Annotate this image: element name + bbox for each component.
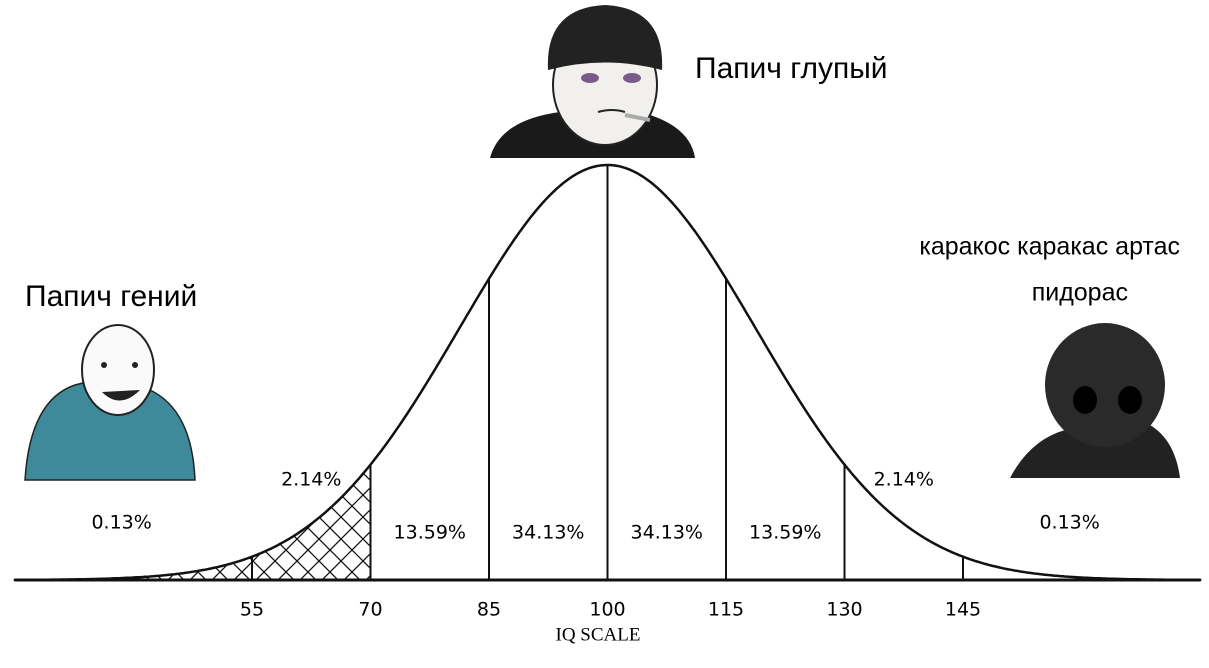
- caption-left: Папич гений: [25, 280, 197, 313]
- x-tick-label: 100: [589, 599, 625, 621]
- character-left: [24, 324, 196, 481]
- region-label: 34.13%: [631, 522, 703, 544]
- caption-right: каракос каракас артас: [919, 233, 1180, 261]
- x-tick-label: 145: [945, 599, 981, 621]
- region-label: 34.13%: [512, 522, 584, 544]
- region-label: 0.13%: [91, 512, 151, 534]
- hatched-area: [15, 464, 371, 580]
- x-axis-label: IQ SCALE: [556, 624, 641, 645]
- character-right: [1010, 323, 1180, 478]
- region-label: 2.14%: [874, 469, 934, 491]
- x-tick-label: 55: [240, 599, 264, 621]
- x-tick-label: 85: [477, 599, 501, 621]
- x-tick-label: 70: [358, 599, 382, 621]
- bell-curve: [13, 163, 1202, 582]
- x-tick-label: 130: [826, 599, 862, 621]
- x-tick-label: 115: [708, 599, 744, 621]
- region-label: 0.13%: [1039, 512, 1099, 534]
- character-top: [490, 5, 695, 158]
- caption-top: Папич глупый: [695, 52, 888, 85]
- caption-right: пидорас: [1032, 279, 1128, 307]
- region-label: 13.59%: [749, 522, 821, 544]
- region-label: 13.59%: [394, 522, 466, 544]
- region-label: 2.14%: [281, 469, 341, 491]
